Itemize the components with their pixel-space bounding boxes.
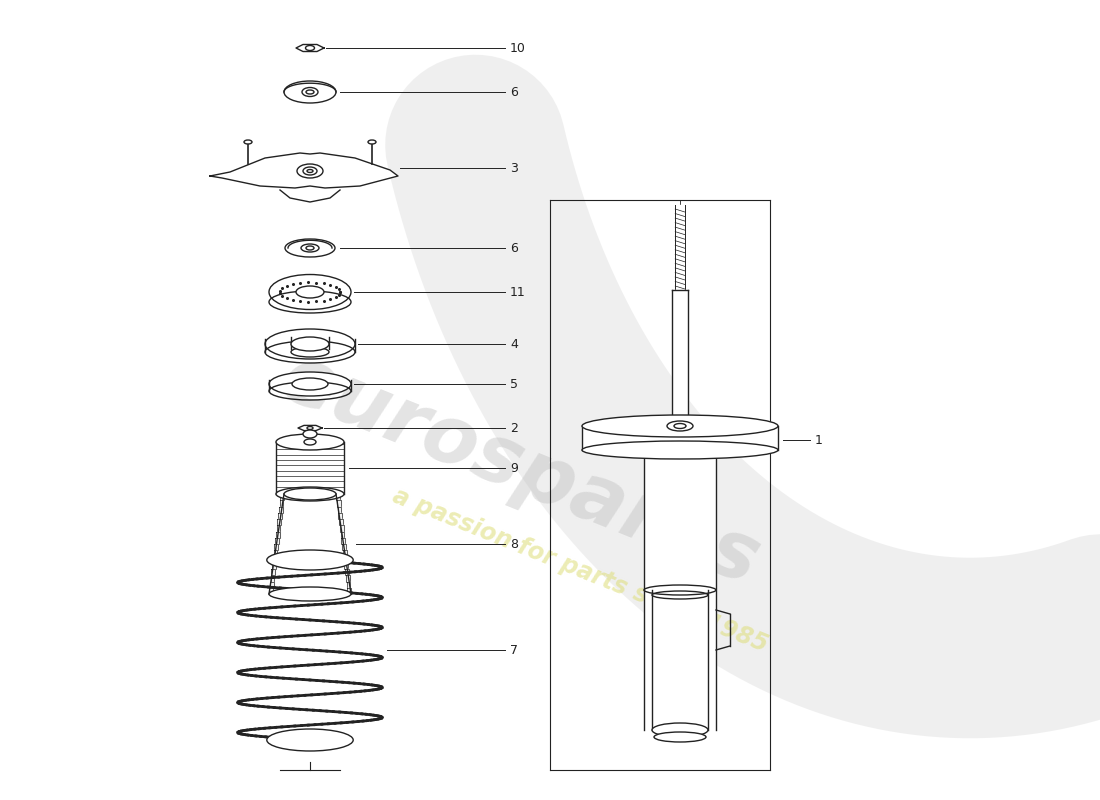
Polygon shape — [652, 590, 708, 730]
Text: a passion for parts since 1985: a passion for parts since 1985 — [388, 483, 771, 657]
Text: 9: 9 — [510, 462, 518, 474]
Ellipse shape — [276, 487, 344, 501]
Polygon shape — [279, 500, 284, 506]
Polygon shape — [340, 526, 343, 531]
Ellipse shape — [306, 90, 313, 94]
Ellipse shape — [270, 372, 351, 396]
Ellipse shape — [667, 421, 693, 431]
Polygon shape — [270, 588, 273, 594]
Ellipse shape — [270, 587, 351, 601]
Polygon shape — [582, 426, 778, 450]
Text: 6: 6 — [510, 242, 518, 254]
Ellipse shape — [368, 140, 376, 144]
Polygon shape — [280, 494, 284, 500]
Polygon shape — [672, 290, 688, 440]
Ellipse shape — [674, 423, 686, 429]
Ellipse shape — [244, 140, 252, 144]
Ellipse shape — [582, 441, 778, 459]
Ellipse shape — [304, 439, 316, 445]
Ellipse shape — [270, 274, 351, 310]
Ellipse shape — [285, 239, 336, 257]
Ellipse shape — [582, 415, 778, 437]
Polygon shape — [274, 550, 277, 557]
Ellipse shape — [292, 337, 329, 351]
Text: 10: 10 — [510, 42, 526, 54]
Polygon shape — [270, 582, 274, 588]
Polygon shape — [298, 426, 322, 430]
Polygon shape — [345, 569, 349, 575]
Polygon shape — [276, 442, 344, 494]
Ellipse shape — [296, 286, 324, 298]
Polygon shape — [276, 531, 279, 538]
Text: 6: 6 — [510, 86, 518, 98]
Ellipse shape — [302, 167, 317, 175]
Ellipse shape — [654, 732, 706, 742]
Ellipse shape — [307, 426, 314, 430]
Polygon shape — [271, 575, 274, 582]
Ellipse shape — [302, 87, 318, 97]
Ellipse shape — [307, 170, 314, 173]
Polygon shape — [277, 519, 280, 526]
Text: 11: 11 — [510, 286, 526, 298]
Text: 3: 3 — [510, 162, 518, 174]
Polygon shape — [342, 544, 345, 550]
Polygon shape — [338, 506, 341, 513]
Polygon shape — [272, 569, 275, 575]
Ellipse shape — [652, 723, 708, 737]
Polygon shape — [339, 513, 342, 519]
Text: 1: 1 — [815, 434, 823, 446]
Ellipse shape — [297, 164, 323, 178]
Ellipse shape — [267, 729, 353, 751]
Text: eurospares: eurospares — [270, 338, 771, 602]
Polygon shape — [336, 494, 340, 500]
Polygon shape — [346, 582, 350, 588]
Ellipse shape — [306, 246, 313, 250]
Polygon shape — [278, 506, 283, 513]
Polygon shape — [296, 45, 324, 51]
Polygon shape — [276, 526, 280, 531]
Polygon shape — [344, 562, 348, 569]
Ellipse shape — [292, 378, 328, 390]
Polygon shape — [210, 153, 398, 188]
Polygon shape — [345, 575, 350, 582]
Ellipse shape — [301, 244, 319, 252]
Polygon shape — [343, 557, 348, 562]
Ellipse shape — [276, 434, 344, 450]
Text: 5: 5 — [510, 378, 518, 390]
Polygon shape — [348, 588, 351, 594]
Polygon shape — [675, 205, 685, 290]
Polygon shape — [644, 450, 716, 730]
Text: 7: 7 — [510, 643, 518, 657]
Polygon shape — [341, 538, 345, 544]
Text: 8: 8 — [510, 538, 518, 550]
Text: 2: 2 — [510, 422, 518, 434]
Ellipse shape — [284, 488, 336, 500]
Text: 4: 4 — [510, 338, 518, 350]
Polygon shape — [272, 562, 276, 569]
Polygon shape — [275, 538, 278, 544]
Polygon shape — [341, 531, 344, 538]
Polygon shape — [274, 544, 278, 550]
Polygon shape — [343, 550, 346, 557]
Polygon shape — [339, 519, 343, 526]
Ellipse shape — [265, 329, 355, 359]
Ellipse shape — [302, 430, 317, 438]
Polygon shape — [278, 513, 282, 519]
Polygon shape — [337, 500, 341, 506]
Polygon shape — [273, 557, 276, 562]
Ellipse shape — [306, 46, 315, 50]
Ellipse shape — [284, 81, 336, 103]
Ellipse shape — [267, 550, 353, 570]
